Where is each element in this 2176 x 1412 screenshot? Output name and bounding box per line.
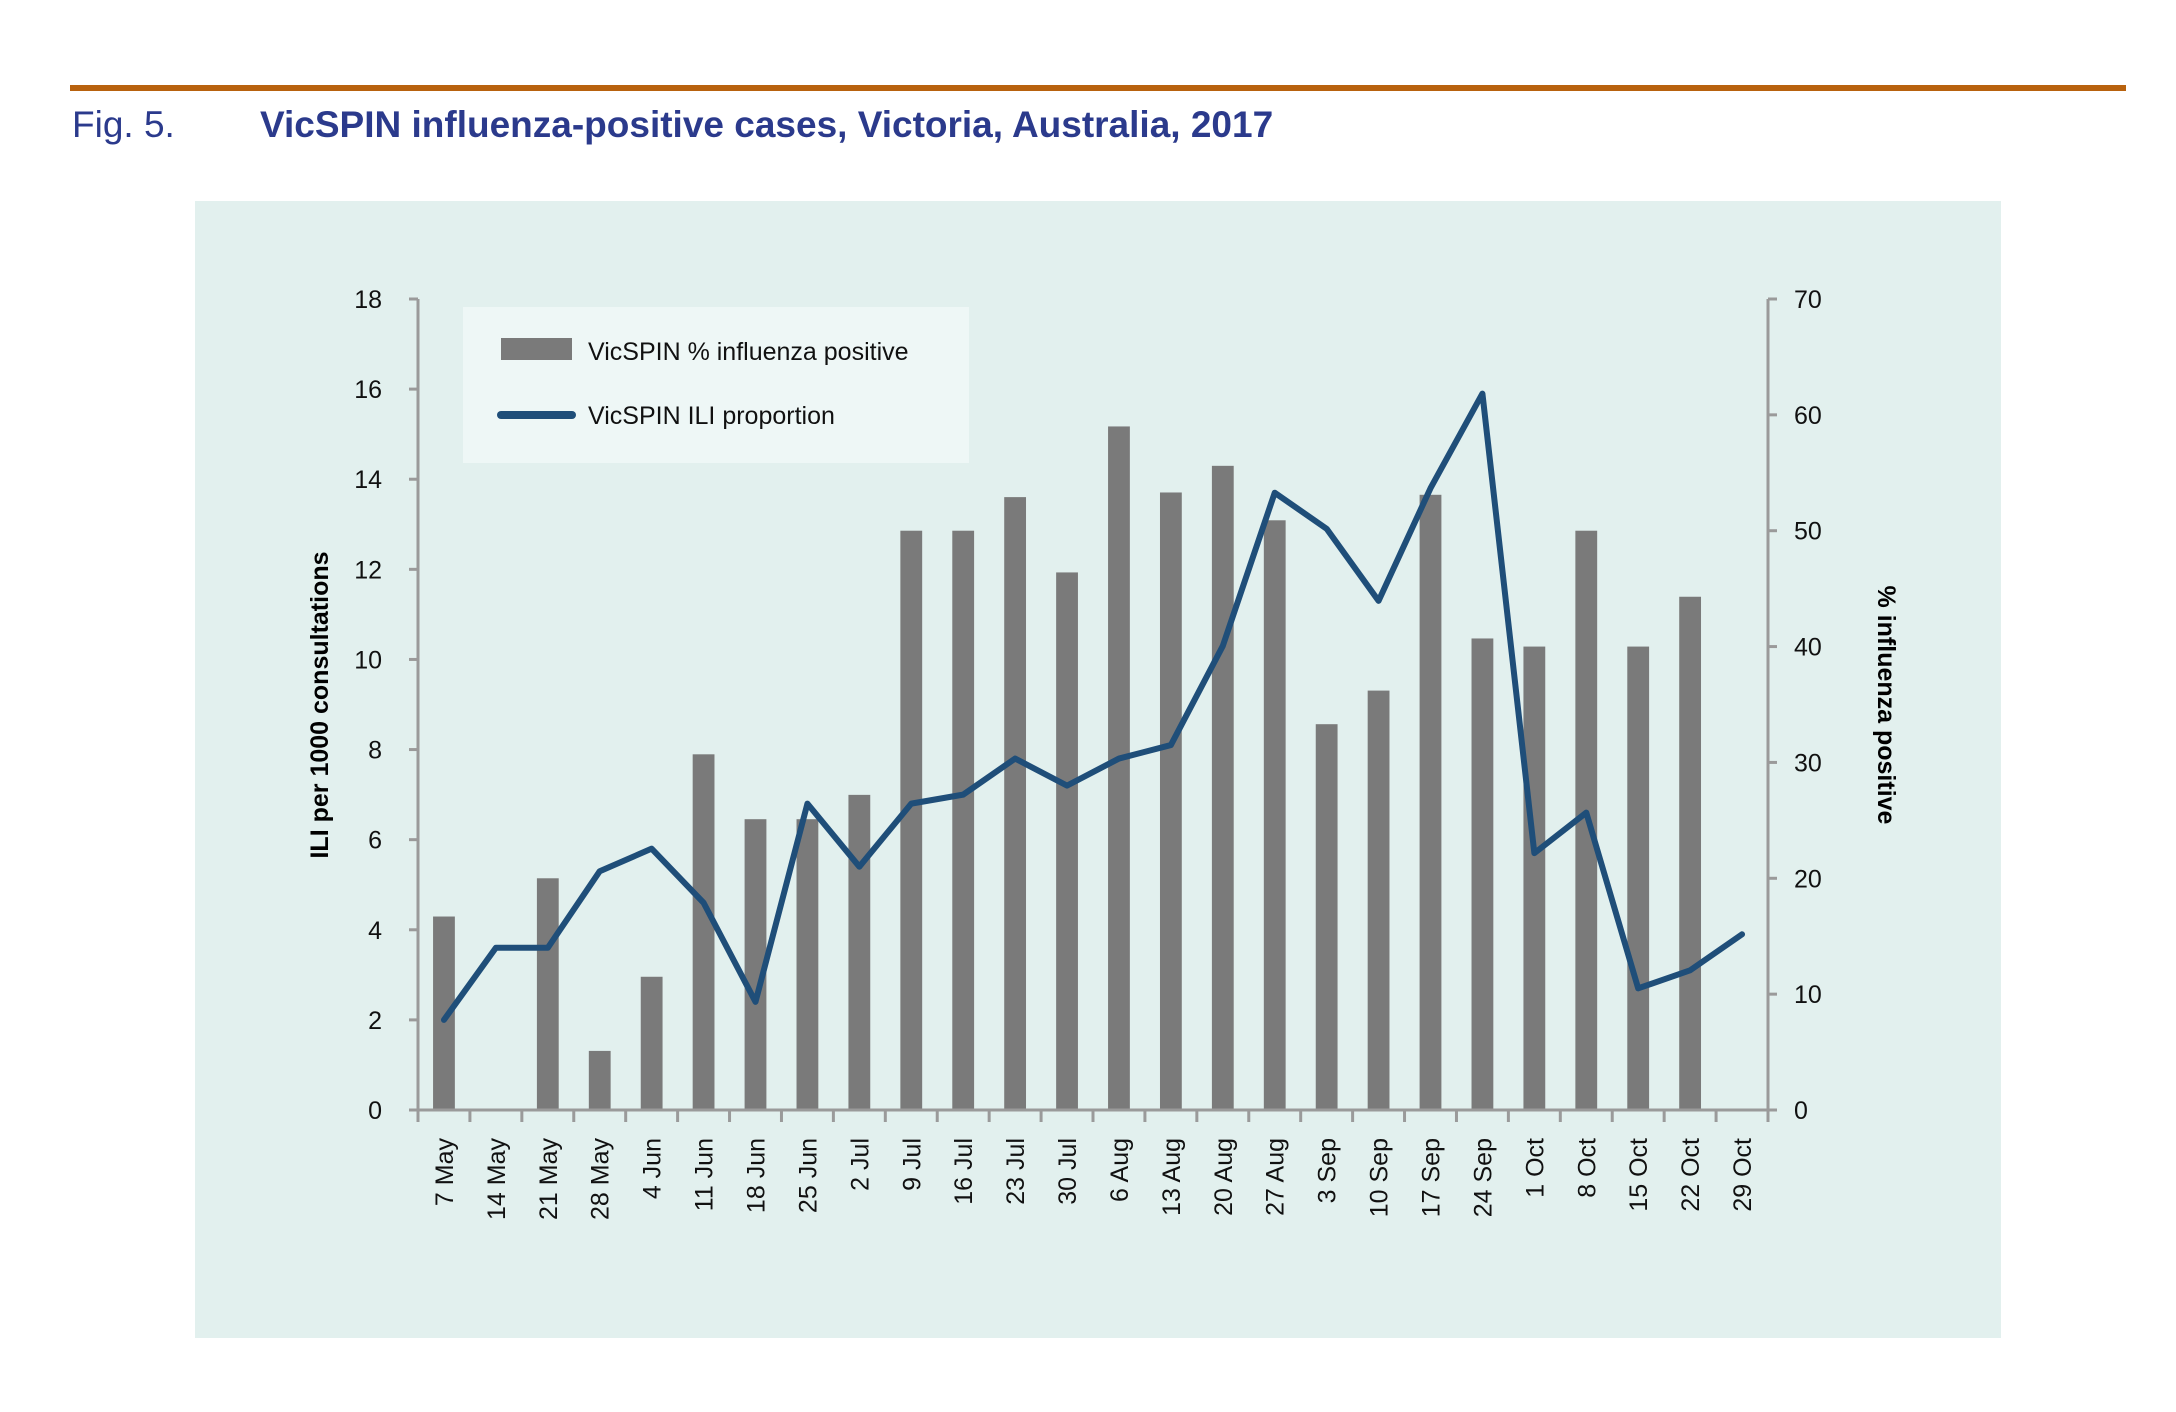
axes: 0 2 4 6 8 10 12 14 16 18 0 10 20 30 40 50 60 70 7 May 14 Ma… xyxy=(354,286,1822,1220)
legend: VicSPIN % influenza positive VicSPIN ILI… xyxy=(463,307,969,463)
x-tick-label: 14 May xyxy=(483,1138,511,1220)
title-rule xyxy=(70,85,2126,91)
y-tick-label-right: 40 xyxy=(1794,634,1822,662)
x-tick-label: 4 Jun xyxy=(639,1138,667,1199)
bar-17-sep xyxy=(1419,494,1442,1110)
ili-line xyxy=(440,390,1746,1023)
y-tick-label-left: 8 xyxy=(368,737,382,765)
bar-1-oct xyxy=(1523,646,1546,1110)
bar-20-aug xyxy=(1211,465,1234,1110)
line-series xyxy=(440,390,1746,1023)
bar-15-oct xyxy=(1627,646,1650,1110)
bar-6-aug xyxy=(1108,426,1130,1110)
legend-label-bar: VicSPIN % influenza positive xyxy=(588,338,909,366)
x-tick-label: 25 Jun xyxy=(794,1138,822,1213)
x-tick-label: 22 Oct xyxy=(1677,1138,1705,1212)
bar-13-aug xyxy=(1159,492,1182,1110)
x-tick-label: 16 Jul xyxy=(950,1138,978,1205)
y-tick-label-left: 2 xyxy=(368,1007,382,1035)
x-tick-label: 13 Aug xyxy=(1158,1138,1186,1216)
bar-4-jun xyxy=(640,976,663,1110)
x-tick-label: 28 May xyxy=(587,1138,615,1220)
bar-10-sep xyxy=(1367,690,1390,1110)
x-tick-label: 20 Aug xyxy=(1210,1138,1238,1216)
x-tick-label: 27 Aug xyxy=(1262,1138,1290,1216)
bar-11-jun xyxy=(692,754,715,1110)
y-tick-label-right: 60 xyxy=(1794,402,1822,430)
bar-series xyxy=(433,426,1702,1110)
x-tick-label: 8 Oct xyxy=(1573,1138,1601,1198)
y-tick-label-left: 14 xyxy=(354,466,382,494)
x-tick-label: 9 Jul xyxy=(898,1138,926,1191)
bar-24-sep xyxy=(1471,638,1494,1110)
x-tick-label: 1 Oct xyxy=(1521,1138,1549,1198)
bar-3-sep xyxy=(1315,724,1338,1110)
x-tick-label: 3 Sep xyxy=(1314,1138,1342,1203)
y-tick-label-right: 0 xyxy=(1794,1097,1808,1125)
bar-22-oct xyxy=(1679,596,1702,1110)
bar-23-jul xyxy=(1004,497,1027,1110)
y-tick-label-left: 16 xyxy=(354,376,382,404)
x-tick-label: 10 Sep xyxy=(1366,1138,1394,1217)
x-tick-label: 11 Jun xyxy=(691,1138,719,1211)
legend-box xyxy=(463,307,969,463)
y-tick-label-right: 50 xyxy=(1794,518,1822,546)
y-tick-label-right: 10 xyxy=(1794,981,1822,1009)
bar-16-jul xyxy=(952,530,975,1110)
legend-label-line: VicSPIN ILI proportion xyxy=(588,402,835,430)
y-axis-title-right: % influenza positive xyxy=(1872,586,1900,825)
bar-27-aug xyxy=(1263,520,1286,1110)
y-tick-label-right: 20 xyxy=(1794,865,1822,893)
bar-21-may xyxy=(536,878,559,1110)
figure-title: VicSPIN influenza-positive cases, Victor… xyxy=(260,104,1274,145)
y-tick-label-left: 12 xyxy=(354,556,382,584)
y-tick-label-left: 6 xyxy=(368,827,382,855)
y-tick-label-left: 10 xyxy=(354,646,382,674)
legend-swatch-bar xyxy=(501,338,572,360)
y-tick-label-left: 4 xyxy=(368,917,382,945)
x-tick-label: 15 Oct xyxy=(1625,1138,1653,1212)
bar-2-jul xyxy=(848,794,871,1110)
x-tick-label: 6 Aug xyxy=(1106,1138,1134,1202)
bar-9-jul xyxy=(900,530,923,1110)
bar-7-may xyxy=(433,916,455,1110)
x-tick-label: 7 May xyxy=(431,1138,459,1207)
bar-25-jun xyxy=(796,819,819,1110)
x-tick-label: 23 Jul xyxy=(1002,1138,1030,1205)
bar-30-jul xyxy=(1056,572,1078,1110)
x-tick-label: 2 Jul xyxy=(846,1138,874,1191)
figure-label: Fig. 5. xyxy=(72,104,175,145)
y-tick-label-left: 18 xyxy=(354,286,382,314)
y-tick-label-right: 30 xyxy=(1794,749,1822,777)
x-tick-label: 17 Sep xyxy=(1418,1138,1446,1217)
y-axis-title-left: ILI per 1000 consultations xyxy=(306,551,334,858)
x-tick-label: 18 Jun xyxy=(743,1138,771,1213)
x-tick-label: 30 Jul xyxy=(1054,1138,1082,1205)
x-tick-label: 29 Oct xyxy=(1729,1138,1757,1212)
y-tick-label-left: 0 xyxy=(368,1097,382,1125)
x-tick-label: 24 Sep xyxy=(1469,1138,1497,1217)
y-tick-label-right: 70 xyxy=(1794,286,1822,314)
x-tick-label: 21 May xyxy=(535,1138,563,1220)
bar-28-may xyxy=(588,1050,611,1110)
bar-18-jun xyxy=(744,819,767,1110)
